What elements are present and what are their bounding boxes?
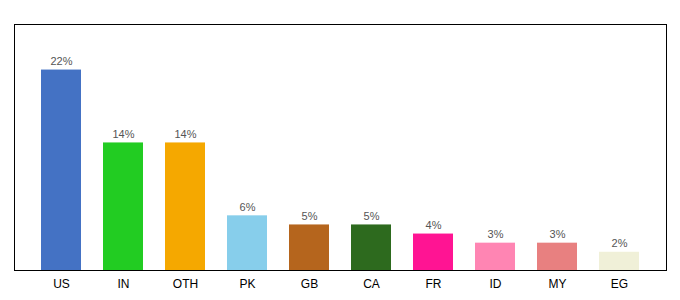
svg-text:IN: IN [118,277,130,291]
svg-text:OTH: OTH [173,277,198,291]
svg-text:22%: 22% [50,55,72,67]
svg-text:5%: 5% [302,210,318,222]
svg-text:5%: 5% [364,210,380,222]
svg-text:ID: ID [490,277,502,291]
svg-text:2%: 2% [612,237,628,249]
svg-text:GB: GB [301,277,318,291]
svg-text:FR: FR [426,277,442,291]
svg-text:PK: PK [239,277,255,291]
svg-text:US: US [53,277,70,291]
svg-text:3%: 3% [550,228,566,240]
svg-text:3%: 3% [488,228,504,240]
svg-text:14%: 14% [174,128,196,140]
svg-text:MY: MY [549,277,567,291]
svg-text:4%: 4% [426,219,442,231]
svg-text:EG: EG [611,277,628,291]
svg-text:CA: CA [363,277,380,291]
svg-text:6%: 6% [240,201,256,213]
svg-text:14%: 14% [112,128,134,140]
